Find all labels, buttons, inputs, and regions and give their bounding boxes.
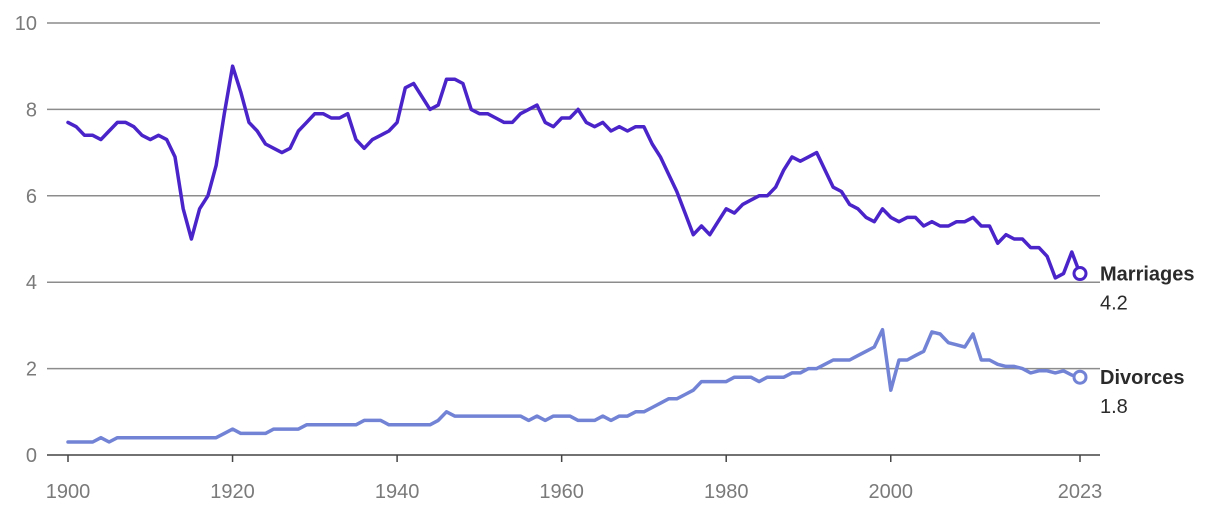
y-tick-label: 10 — [15, 13, 37, 35]
y-tick-label: 6 — [26, 186, 37, 208]
y-tick-label: 0 — [26, 445, 37, 467]
grid-layer — [47, 22, 1100, 456]
marriages-end-marker — [1072, 266, 1088, 282]
end-label-layer: Marriages 4.2 Divorces 1.8 — [1100, 264, 1195, 419]
divorces-line — [66, 327, 1082, 444]
x-tick-label: 2000 — [869, 481, 914, 503]
y-tick-label: 8 — [26, 99, 37, 121]
x-tick-label: 2023 — [1058, 481, 1103, 503]
divorces-series-label: Divorces — [1100, 367, 1185, 389]
x-tick-label: 1920 — [210, 481, 255, 503]
marriages-series-label: Marriages — [1100, 264, 1195, 286]
x-tick-label: 1900 — [46, 481, 91, 503]
axis-layer: 0 2 4 6 8 10 1900 1920 1940 1960 1980 2000 2023 — [15, 13, 1103, 503]
divorces-end-marker — [1072, 369, 1088, 385]
y-tick-label: 2 — [26, 359, 37, 381]
y-tick-label: 4 — [26, 272, 37, 294]
x-tick-label: 1980 — [704, 481, 749, 503]
x-tick-label: 1940 — [375, 481, 420, 503]
divorces-end-value: 1.8 — [1100, 396, 1128, 418]
series-layer — [66, 64, 1088, 444]
marriages-line — [66, 64, 1082, 280]
x-tick-label: 1960 — [539, 481, 584, 503]
marriages-end-value: 4.2 — [1100, 293, 1128, 315]
